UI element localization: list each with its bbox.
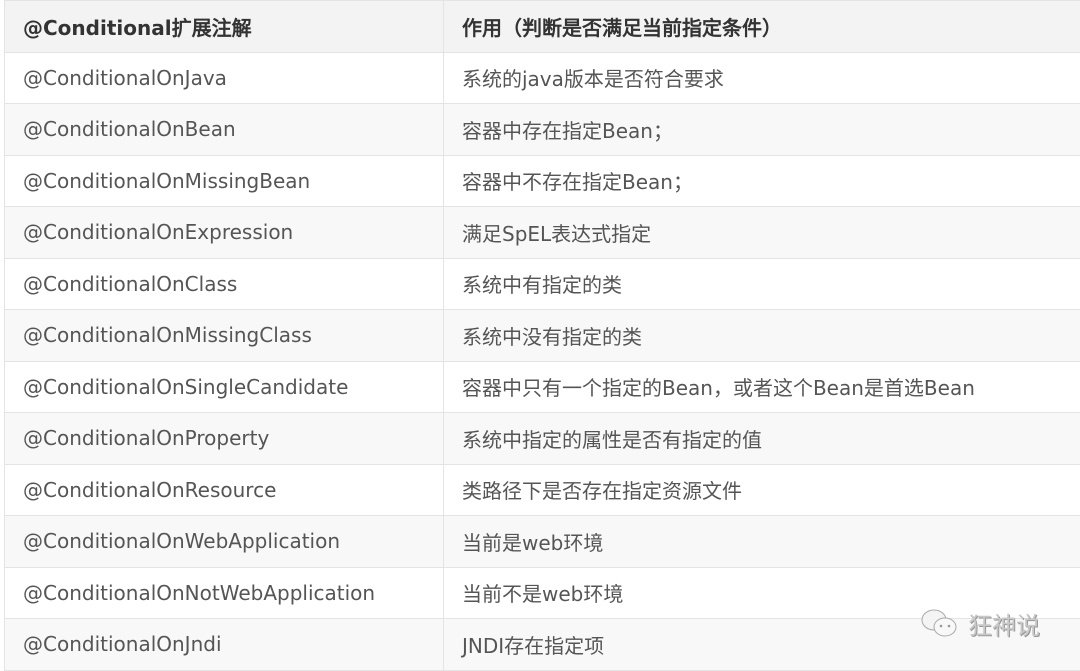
annotation-cell: @ConditionalOnBean [5, 104, 444, 156]
purpose-cell: 容器中只有一个指定的Bean，或者这个Bean是首选Bean [444, 361, 1080, 413]
annotation-cell: @ConditionalOnProperty [5, 413, 444, 465]
purpose-cell: 系统中指定的属性是否有指定的值 [444, 413, 1080, 465]
purpose-cell: 容器中存在指定Bean； [444, 104, 1080, 156]
wechat-icon [920, 608, 960, 640]
annotation-cell: @ConditionalOnSingleCandidate [5, 361, 444, 413]
annotation-cell: @ConditionalOnResource [5, 464, 444, 516]
header-purpose: 作用（判断是否满足当前指定条件） [444, 1, 1080, 53]
annotation-cell: @ConditionalOnExpression [5, 207, 444, 259]
purpose-cell: 系统中没有指定的类 [444, 310, 1080, 362]
purpose-cell: 当前是web环境 [444, 516, 1080, 568]
annotation-cell: @ConditionalOnWebApplication [5, 516, 444, 568]
purpose-cell: 系统的java版本是否符合要求 [444, 52, 1080, 104]
watermark: 狂神说 [920, 606, 1040, 641]
annotation-cell: @ConditionalOnNotWebApplication [5, 567, 444, 619]
table-header-row: @Conditional扩展注解 作用（判断是否满足当前指定条件） [5, 1, 1080, 53]
purpose-cell: 系统中有指定的类 [444, 258, 1080, 310]
purpose-cell: 满足SpEL表达式指定 [444, 207, 1080, 259]
annotation-cell: @ConditionalOnMissingClass [5, 310, 444, 362]
watermark-text: 狂神说 [968, 606, 1040, 641]
purpose-cell: 容器中不存在指定Bean； [444, 155, 1080, 207]
purpose-cell: 类路径下是否存在指定资源文件 [444, 464, 1080, 516]
header-annotation: @Conditional扩展注解 [5, 1, 444, 53]
annotation-cell: @ConditionalOnMissingBean [5, 155, 444, 207]
annotation-cell: @ConditionalOnJndi [5, 619, 444, 671]
annotation-cell: @ConditionalOnClass [5, 258, 444, 310]
annotation-cell: @ConditionalOnJava [5, 52, 444, 104]
conditional-annotations-table: @Conditional扩展注解 作用（判断是否满足当前指定条件） @Condi… [4, 0, 1080, 671]
